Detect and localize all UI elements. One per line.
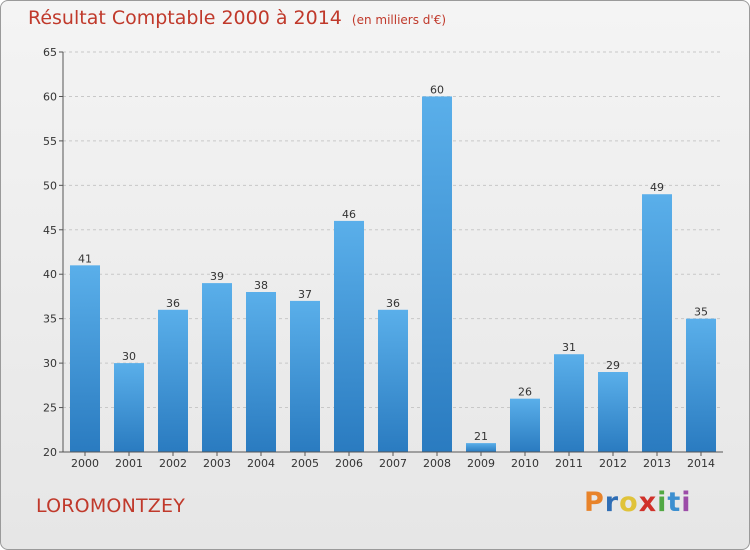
data-label: 36 bbox=[166, 297, 180, 310]
bar bbox=[246, 292, 276, 452]
data-label: 29 bbox=[606, 359, 620, 372]
data-label: 36 bbox=[386, 297, 400, 310]
data-label: 46 bbox=[342, 208, 356, 221]
bar bbox=[510, 398, 540, 452]
data-label: 41 bbox=[78, 252, 92, 265]
data-label: 21 bbox=[474, 430, 488, 443]
y-tick-label: 20 bbox=[43, 446, 57, 459]
y-tick-label: 30 bbox=[43, 357, 57, 370]
data-label: 60 bbox=[430, 83, 444, 96]
bar bbox=[422, 96, 452, 452]
y-tick-label: 40 bbox=[43, 268, 57, 281]
x-tick-label: 2008 bbox=[423, 457, 451, 470]
logo-letter: i bbox=[681, 487, 692, 518]
x-tick-label: 2007 bbox=[379, 457, 407, 470]
y-tick-label: 25 bbox=[43, 402, 57, 415]
x-tick-label: 2003 bbox=[203, 457, 231, 470]
bar bbox=[642, 194, 672, 452]
location-name: LOROMONTZEY bbox=[36, 495, 186, 517]
logo-letter: i bbox=[657, 487, 668, 518]
x-tick-label: 2014 bbox=[687, 457, 715, 470]
data-label: 37 bbox=[298, 288, 312, 301]
x-tick-label: 2011 bbox=[555, 457, 583, 470]
bar bbox=[554, 354, 584, 452]
x-tick-label: 2002 bbox=[159, 457, 187, 470]
data-label: 31 bbox=[562, 341, 576, 354]
bar bbox=[378, 309, 408, 452]
bar bbox=[598, 372, 628, 452]
x-tick-label: 2000 bbox=[71, 457, 99, 470]
x-tick-label: 2004 bbox=[247, 457, 275, 470]
bar bbox=[70, 265, 100, 452]
bar bbox=[686, 318, 716, 452]
y-tick-label: 55 bbox=[43, 135, 57, 148]
logo-letter: P bbox=[584, 487, 605, 518]
x-tick-label: 2012 bbox=[599, 457, 627, 470]
data-label: 49 bbox=[650, 181, 664, 194]
logo-letter: o bbox=[619, 487, 639, 518]
y-tick-label: 60 bbox=[43, 90, 57, 103]
x-tick-label: 2013 bbox=[643, 457, 671, 470]
bar bbox=[334, 220, 364, 452]
logo-letter: r bbox=[604, 487, 620, 518]
chart-subtitle: (en milliers d'€) bbox=[351, 13, 447, 27]
x-tick-label: 2009 bbox=[467, 457, 495, 470]
logo-letter: x bbox=[638, 487, 658, 518]
y-tick-label: 65 bbox=[43, 46, 57, 59]
x-tick-label: 2006 bbox=[335, 457, 363, 470]
y-tick-label: 50 bbox=[43, 179, 57, 192]
x-tick-label: 2010 bbox=[511, 457, 539, 470]
proxiti-logo: Proxiti bbox=[584, 487, 692, 518]
chart-title: Résultat Comptable 2000 à 2014 (en millie… bbox=[28, 7, 447, 29]
data-label: 39 bbox=[210, 270, 224, 283]
data-label: 30 bbox=[122, 350, 136, 363]
data-label: 38 bbox=[254, 279, 268, 292]
y-tick-label: 45 bbox=[43, 224, 57, 237]
bar bbox=[466, 443, 496, 452]
x-tick-label: 2001 bbox=[115, 457, 143, 470]
bar bbox=[202, 283, 232, 452]
data-label: 35 bbox=[694, 306, 708, 319]
y-tick-label: 35 bbox=[43, 313, 57, 326]
x-tick-label: 2005 bbox=[291, 457, 319, 470]
bar bbox=[158, 309, 188, 452]
bar bbox=[114, 363, 144, 452]
bar bbox=[290, 300, 320, 452]
logo-letter: t bbox=[667, 487, 682, 518]
data-label: 26 bbox=[518, 386, 532, 399]
